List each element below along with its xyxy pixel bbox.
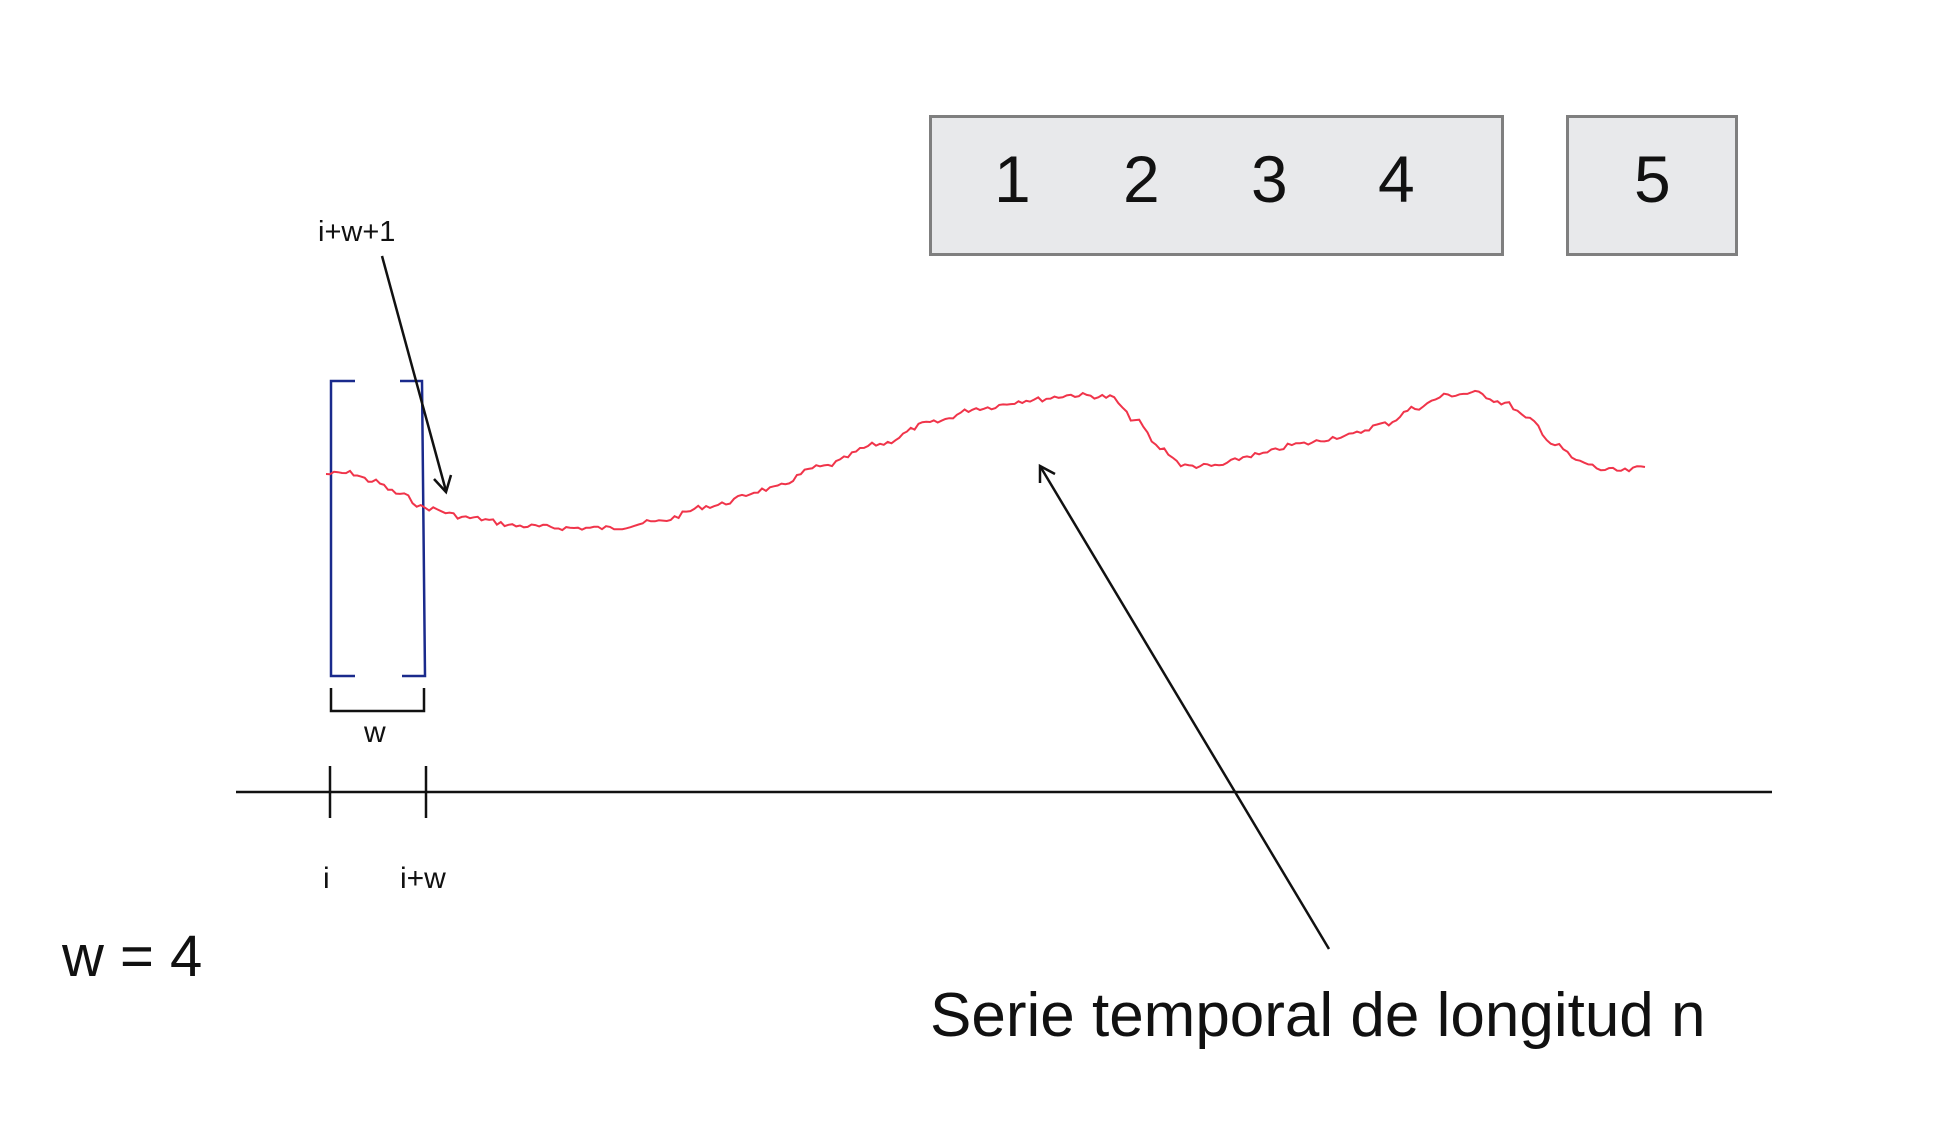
- target-value-box: 5: [1566, 115, 1738, 256]
- caption-arrowhead: [1038, 463, 1056, 483]
- start-index-label: i: [323, 862, 330, 895]
- window-value-4: 4: [1378, 142, 1415, 216]
- width-brace: [329, 688, 426, 713]
- window-bracket-left: [329, 379, 355, 678]
- next-index-arrow: [380, 255, 448, 492]
- end-index-label: i+w: [400, 862, 446, 895]
- window-value-2: 2: [1123, 142, 1160, 216]
- window-values-box: 1 2 3 4: [929, 115, 1504, 256]
- w-value-label: w = 4: [62, 924, 203, 989]
- target-value-5: 5: [1634, 142, 1671, 216]
- window-bracket-right: [400, 379, 427, 678]
- time-series-line: [325, 389, 1646, 532]
- next-index-arrowhead: [433, 474, 453, 495]
- next-index-label: i+w+1: [318, 216, 396, 248]
- caption-arrow: [1038, 465, 1331, 950]
- series-caption: Serie temporal de longitud n: [930, 981, 1706, 1050]
- window-value-3: 3: [1251, 142, 1288, 216]
- window-width-label: w: [364, 716, 386, 749]
- window-value-1: 1: [994, 142, 1031, 216]
